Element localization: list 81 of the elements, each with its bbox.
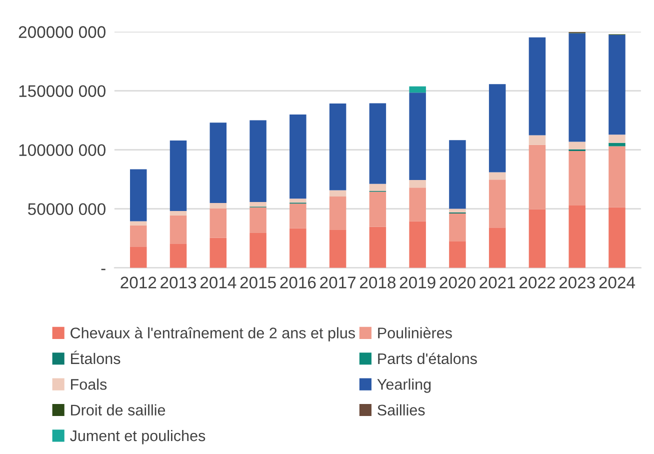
y-tick-label: 150000 000 xyxy=(19,85,106,98)
bar xyxy=(369,103,386,184)
x-tick-label: 2023 xyxy=(559,276,595,288)
bar xyxy=(369,184,386,192)
x-tick-label: 2013 xyxy=(160,276,196,288)
bar xyxy=(130,246,147,268)
legend-label: Saillies xyxy=(378,404,425,416)
legend-label: Yearling xyxy=(377,378,431,393)
bar xyxy=(488,180,506,228)
bar xyxy=(290,114,306,199)
x-tick-label: 2017 xyxy=(320,276,356,288)
x-tick-label: 2015 xyxy=(240,276,276,288)
bar xyxy=(369,226,386,268)
bar xyxy=(409,86,426,93)
bar xyxy=(250,207,266,234)
bar xyxy=(170,140,187,211)
bar xyxy=(250,233,266,268)
bar xyxy=(329,196,346,230)
y-tick-label: - xyxy=(101,268,106,270)
bar xyxy=(488,228,506,268)
x-tick-label: 2021 xyxy=(480,276,516,288)
bar xyxy=(608,146,626,208)
bar xyxy=(409,180,426,188)
x-tick-label: 2022 xyxy=(520,276,555,288)
bar xyxy=(290,198,306,203)
legend-label: Foals xyxy=(71,378,107,390)
x-tick-label: 2024 xyxy=(599,276,636,288)
bar xyxy=(488,84,506,172)
bar xyxy=(528,144,546,210)
bar xyxy=(608,207,626,268)
bar xyxy=(449,214,466,242)
bar xyxy=(250,202,266,207)
bar xyxy=(329,190,346,196)
bar xyxy=(528,37,546,136)
bar xyxy=(369,192,386,227)
bar xyxy=(568,142,586,150)
legend-label: Droit de saillie xyxy=(71,404,166,416)
x-tick-label: 2016 xyxy=(280,276,316,288)
bar xyxy=(449,241,466,268)
bar xyxy=(608,34,626,135)
bar xyxy=(329,230,346,268)
legend-label: Parts d'étalons xyxy=(378,352,477,364)
bar xyxy=(290,204,306,228)
legend-label: Chevaux à l'entraînement de 2 ans et plus xyxy=(70,327,355,342)
y-tick-label: 50000 000 xyxy=(28,203,106,216)
bar xyxy=(329,104,346,190)
bar xyxy=(210,238,227,268)
legend-label: Poulinières xyxy=(378,327,452,338)
bar xyxy=(449,140,466,209)
bar xyxy=(210,202,227,208)
bar xyxy=(409,92,426,180)
bar xyxy=(170,244,187,268)
bar xyxy=(290,228,306,268)
bar xyxy=(130,169,147,222)
bar xyxy=(210,208,227,238)
x-tick-label: 2020 xyxy=(440,276,476,288)
y-tick-label: 200000 000 xyxy=(18,26,106,38)
bar xyxy=(250,120,266,202)
x-tick-label: 2012 xyxy=(120,276,156,288)
bar xyxy=(130,221,147,226)
bar xyxy=(170,215,187,244)
bar xyxy=(170,210,187,216)
bar xyxy=(210,122,227,203)
bar xyxy=(130,225,147,247)
legend-label: Jument et pouliches xyxy=(70,430,206,444)
bar xyxy=(488,172,506,180)
bar xyxy=(528,209,546,268)
y-tick-label: 100000 000 xyxy=(19,144,106,156)
bar xyxy=(568,33,586,142)
bar xyxy=(528,135,546,145)
bar xyxy=(568,205,586,268)
x-tick-label: 2018 xyxy=(360,276,396,288)
legend-label: Étalons xyxy=(71,350,120,364)
bar xyxy=(608,134,626,143)
bar xyxy=(608,142,626,146)
bar xyxy=(568,151,586,206)
bar xyxy=(409,188,426,222)
bar xyxy=(449,208,466,212)
bar xyxy=(409,221,426,268)
x-tick-label: 2019 xyxy=(400,276,436,288)
x-tick-label: 2014 xyxy=(200,276,236,288)
